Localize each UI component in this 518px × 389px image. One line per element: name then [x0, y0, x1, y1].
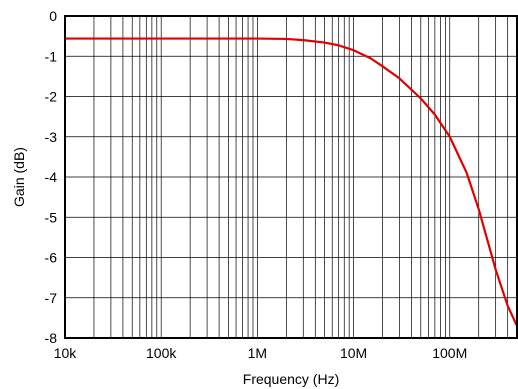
- y-tick-label: -8: [45, 330, 58, 346]
- y-tick-labels: 0 -1 -2 -3 -4 -5 -6 -7 -8: [45, 8, 58, 346]
- y-tick-label: -6: [45, 250, 58, 266]
- x-tick-label: 1M: [248, 345, 267, 361]
- x-tick-label: 10k: [54, 345, 78, 361]
- x-tick-label: 100k: [146, 345, 177, 361]
- y-tick-label: -7: [45, 290, 58, 306]
- y-tick-label: -4: [45, 169, 58, 185]
- y-tick-label: -2: [45, 89, 58, 105]
- x-tick-label: 10M: [340, 345, 367, 361]
- x-tick-labels: 10k 100k 1M 10M 100M: [54, 345, 468, 361]
- plot-frame: [64, 15, 518, 339]
- series-line-0: [65, 37, 518, 327]
- x-tick-label: 100M: [432, 345, 467, 361]
- y-tick-label: -1: [45, 48, 58, 64]
- series-layer: [65, 37, 518, 327]
- y-axis-label: Gain (dB): [11, 147, 27, 207]
- y-tick-label: -3: [45, 129, 58, 145]
- y-tick-label: 0: [49, 8, 57, 24]
- grid: [64, 15, 518, 339]
- y-tick-label: -5: [45, 209, 58, 225]
- x-axis-label: Frequency (Hz): [243, 371, 339, 387]
